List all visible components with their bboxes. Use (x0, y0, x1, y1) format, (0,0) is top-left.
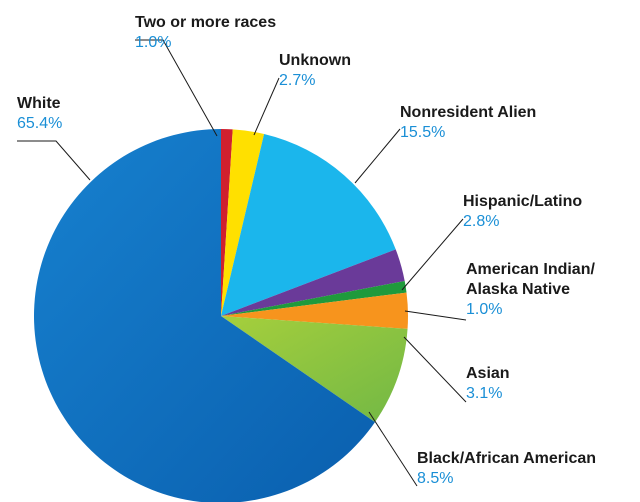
slice-value-american-indian-alaska-native: 1.0% (466, 301, 502, 318)
slice-value-nonresident-alien: 15.5% (400, 124, 445, 141)
leader-line-unknown (254, 78, 279, 135)
slice-value-white: 65.4% (17, 115, 62, 132)
slice-label-white: White 65.4% (17, 95, 62, 132)
slice-name-white-line-1: White (17, 95, 61, 112)
slice-value-unknown: 2.7% (279, 72, 315, 89)
slice-label-two-or-more-races: Two or more races 1.0% (135, 14, 276, 51)
leader-line-nonresident-alien (355, 129, 400, 183)
slice-name-american-indian-alaska-native-line-2: Alaska Native (466, 281, 570, 298)
slice-label-nonresident-alien: Nonresident Alien 15.5% (400, 104, 536, 141)
slice-value-black-african-american: 8.5% (417, 470, 453, 487)
slice-name-american-indian-alaska-native-line-1: American Indian/ (466, 261, 595, 278)
leader-line-hispanic-latino (402, 219, 463, 290)
leader-line-black-african-american (369, 412, 417, 486)
leader-line-white (17, 141, 90, 180)
leader-line-asian (404, 337, 466, 402)
slice-label-unknown: Unknown 2.7% (279, 52, 351, 89)
slice-value-asian: 3.1% (466, 385, 502, 402)
slice-label-american-indian-alaska-native: American Indian/Alaska Native 1.0% (466, 261, 595, 318)
slice-name-nonresident-alien-line-1: Nonresident Alien (400, 104, 536, 121)
slice-label-asian: Asian 3.1% (466, 365, 510, 402)
slice-value-hispanic-latino: 2.8% (463, 213, 499, 230)
slice-name-unknown-line-1: Unknown (279, 52, 351, 69)
slice-name-two-or-more-races-line-1: Two or more races (135, 14, 276, 31)
slice-name-black-african-american-line-1: Black/African American (417, 450, 596, 467)
slice-label-hispanic-latino: Hispanic/Latino 2.8% (463, 193, 582, 230)
pie-slices (34, 129, 408, 502)
leader-line-two-or-more-races (135, 40, 217, 136)
leader-line-american-indian-alaska-native (405, 311, 466, 320)
slice-name-hispanic-latino-line-1: Hispanic/Latino (463, 193, 582, 210)
slice-label-black-african-american: Black/African American 8.5% (417, 450, 596, 487)
slice-value-two-or-more-races: 1.0% (135, 34, 171, 51)
slice-name-asian-line-1: Asian (466, 365, 510, 382)
